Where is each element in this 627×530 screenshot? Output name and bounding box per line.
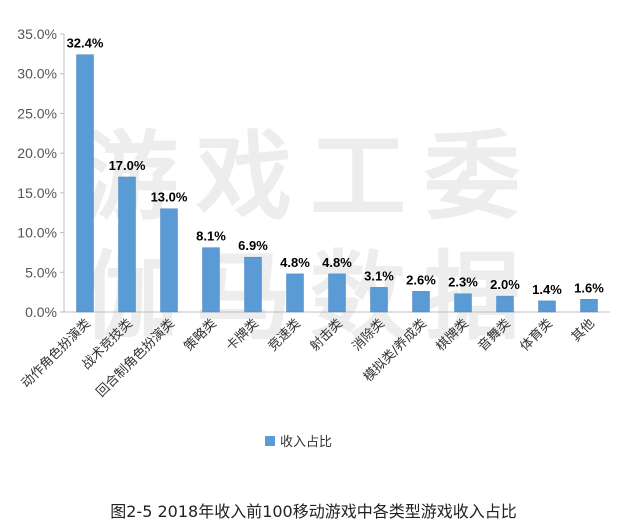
y-tick-label: 25.0% (17, 105, 57, 121)
bar-layer (76, 54, 598, 313)
y-tick-label: 35.0% (17, 26, 57, 42)
legend-swatch (265, 436, 275, 446)
bar-8 (370, 287, 388, 313)
data-label: 4.8% (280, 255, 310, 270)
bar-2 (118, 176, 136, 313)
y-tick-label: 10.0% (17, 225, 57, 241)
bar-12 (538, 300, 556, 313)
data-label: 13.0% (151, 190, 188, 205)
y-tick-label: 20.0% (17, 145, 57, 161)
bar-6 (286, 273, 304, 313)
watermark-line1: 游戏工委 (82, 121, 538, 233)
bar-9 (412, 291, 430, 313)
bar-7 (328, 273, 346, 313)
data-label: 1.6% (574, 280, 604, 295)
data-label: 32.4% (67, 36, 104, 51)
category-label: 动作角色扮演类 (18, 316, 94, 392)
y-tick-label: 0.0% (25, 304, 57, 320)
data-label: 8.1% (196, 229, 226, 244)
y-tick-label: 5.0% (25, 264, 57, 280)
legend: 收入占比 (265, 435, 332, 450)
bar-3 (160, 208, 178, 313)
category-label: 其他 (569, 316, 598, 345)
bar-10 (454, 293, 472, 313)
bar-1 (76, 54, 94, 313)
chart-svg: 游戏工委 伽马数据 0.0%5.0%10.0%15.0%20.0%25.0%30… (17, 26, 610, 450)
bar-13 (580, 299, 598, 313)
bar-11 (496, 295, 514, 313)
y-tick-label: 30.0% (17, 66, 57, 82)
figure-caption: 图2-5 2018年收入前100移动游戏中各类型游戏收入占比 (110, 502, 517, 521)
y-tick-label: 15.0% (17, 185, 57, 201)
data-label: 6.9% (238, 238, 268, 253)
bar-4 (202, 247, 220, 313)
data-label: 17.0% (109, 158, 146, 173)
bar-5 (244, 256, 262, 313)
data-label: 2.3% (448, 275, 478, 290)
data-label: 3.1% (364, 268, 394, 283)
data-label: 2.6% (406, 272, 436, 287)
data-label: 4.8% (322, 255, 352, 270)
data-label: 1.4% (532, 282, 562, 297)
legend-label: 收入占比 (280, 435, 332, 450)
chart: 游戏工委 伽马数据 0.0% 5.0% 10.0% 15.0% 20.0% 25.0% 30… (17, 26, 610, 450)
data-label: 2.0% (490, 277, 520, 292)
